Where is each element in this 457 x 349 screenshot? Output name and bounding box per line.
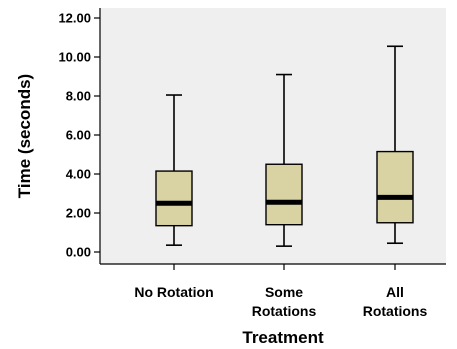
x-category-label: Rotations [363, 303, 428, 319]
chart-marks [155, 45, 414, 247]
y-tick-label: 8.00 [66, 89, 91, 104]
y-tick-label: 4.00 [66, 167, 91, 182]
y-tick-label: 12.00 [58, 11, 91, 26]
box-2 [265, 73, 303, 247]
iqr-box [376, 150, 414, 224]
x-category-label: No Rotation [134, 284, 213, 300]
iqr-box [155, 170, 193, 227]
iqr-box [265, 163, 303, 226]
x-category-label: Some [265, 284, 303, 300]
x-category-label: All [386, 284, 404, 300]
y-tick-label: 0.00 [66, 245, 91, 260]
y-tick-label: 10.00 [58, 50, 91, 65]
box-3 [376, 45, 414, 245]
x-axis-title: Treatment [242, 328, 324, 347]
box-1 [155, 94, 193, 246]
y-tick-label: 2.00 [66, 206, 91, 221]
chart-axes: 0.00 2.00 4.00 6.00 8.00 10.00 12.00 No Rotatio… [58, 8, 446, 319]
y-tick-label: 6.00 [66, 128, 91, 143]
y-axis-title: Time (seconds) [15, 74, 34, 198]
x-category-label: Rotations [252, 303, 317, 319]
